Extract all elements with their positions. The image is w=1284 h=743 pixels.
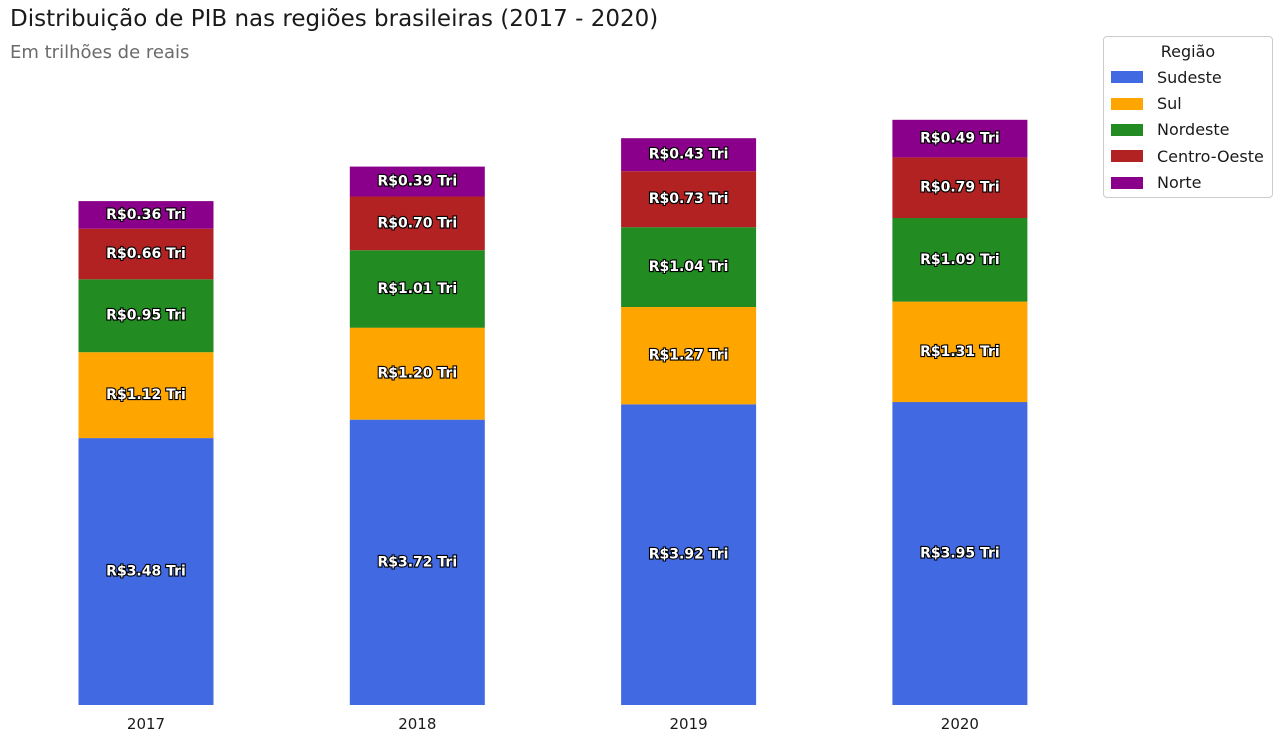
legend-label: Nordeste <box>1157 120 1230 140</box>
chart-title: Distribuição de PIB nas regiões brasilei… <box>10 6 659 32</box>
x-tick-label-2019: 2019 <box>670 715 708 733</box>
bar-nordeste-2019 <box>621 227 757 307</box>
chart-subtitle: Em trilhões de reais <box>10 42 190 63</box>
bar-label-centro-oeste-2020: R$0.79 Tri <box>920 180 1000 196</box>
legend-item-sudeste: Sudeste <box>1104 64 1272 90</box>
bar-sudeste-2018 <box>349 419 485 705</box>
bar-centro-oeste-2019 <box>621 171 757 228</box>
legend-item-nordeste: Nordeste <box>1104 117 1272 143</box>
legend-item-centro-oeste: Centro-Oeste <box>1104 143 1272 169</box>
bar-sudeste-2017 <box>78 438 214 705</box>
bar-centro-oeste-2017 <box>78 228 214 280</box>
bar-sudeste-2019 <box>621 404 757 705</box>
bar-norte-2018 <box>349 166 485 197</box>
bar-label-nordeste-2017: R$0.95 Tri <box>106 308 186 324</box>
bar-centro-oeste-2020 <box>892 157 1028 218</box>
bar-label-centro-oeste-2017: R$0.66 Tri <box>106 246 186 262</box>
bars-layer <box>78 119 1028 705</box>
legend-swatch <box>1111 71 1143 84</box>
bar-sul-2017 <box>78 352 214 439</box>
bar-label-nordeste-2019: R$1.04 Tri <box>649 259 729 275</box>
bar-label-nordeste-2020: R$1.09 Tri <box>920 252 1000 268</box>
bar-label-sudeste-2018: R$3.72 Tri <box>377 554 457 570</box>
bar-sudeste-2020 <box>892 402 1028 705</box>
bar-label-sul-2020: R$1.31 Tri <box>920 344 1000 360</box>
x-tick-label-2018: 2018 <box>398 715 436 733</box>
legend-label: Sul <box>1157 94 1182 114</box>
bar-label-norte-2017: R$0.36 Tri <box>106 207 186 223</box>
x-tick-label-2017: 2017 <box>127 715 165 733</box>
bar-label-centro-oeste-2019: R$0.73 Tri <box>649 191 729 207</box>
legend-item-sul: Sul <box>1104 90 1272 116</box>
bar-label-sudeste-2020: R$3.95 Tri <box>920 546 1000 562</box>
legend-label: Centro-Oeste <box>1157 146 1264 166</box>
bar-labels-layer: R$3.48 Tri R$1.12 Tri R$0.95 Tri R$0.66 Tri… <box>105 130 1001 581</box>
bar-norte-2017 <box>78 201 214 229</box>
bar-label-centro-oeste-2018: R$0.70 Tri <box>377 215 457 231</box>
legend-swatch <box>1111 97 1143 110</box>
bar-centro-oeste-2018 <box>349 196 485 251</box>
x-axis-ticks: 2017 2018 2019 2020 <box>127 715 979 733</box>
x-tick-label-2020: 2020 <box>941 715 979 733</box>
bar-label-norte-2018: R$0.39 Tri <box>377 174 457 190</box>
bar-label-nordeste-2018: R$1.01 Tri <box>377 281 457 297</box>
bar-sul-2019 <box>621 306 757 405</box>
legend-title: Região <box>1160 42 1216 61</box>
bar-label-norte-2020: R$0.49 Tri <box>920 131 1000 147</box>
legend-items: Sudeste Sul Nordeste Centro-Oeste Norte <box>1104 64 1272 196</box>
legend-swatch <box>1111 123 1143 136</box>
legend-label: Sudeste <box>1157 67 1222 87</box>
bar-sul-2018 <box>349 327 485 420</box>
bar-label-sudeste-2017: R$3.48 Tri <box>106 564 186 580</box>
bar-nordeste-2018 <box>349 250 485 328</box>
bar-label-sudeste-2019: R$3.92 Tri <box>649 547 729 563</box>
bar-label-sul-2018: R$1.20 Tri <box>377 366 457 382</box>
legend: Região Sudeste Sul Nordeste Centro-Oeste Nor… <box>1103 36 1273 198</box>
bar-label-sul-2017: R$1.12 Tri <box>106 387 186 403</box>
bar-norte-2020 <box>892 119 1028 158</box>
bar-nordeste-2017 <box>78 279 214 353</box>
bar-sul-2020 <box>892 301 1028 403</box>
bar-norte-2019 <box>621 138 757 172</box>
legend-swatch <box>1111 150 1143 163</box>
bar-nordeste-2020 <box>892 218 1028 302</box>
bar-label-norte-2019: R$0.43 Tri <box>649 147 729 163</box>
bar-label-sul-2019: R$1.27 Tri <box>649 348 729 364</box>
legend-item-norte: Norte <box>1104 170 1272 196</box>
legend-swatch <box>1111 176 1143 189</box>
legend-label: Norte <box>1157 173 1202 193</box>
